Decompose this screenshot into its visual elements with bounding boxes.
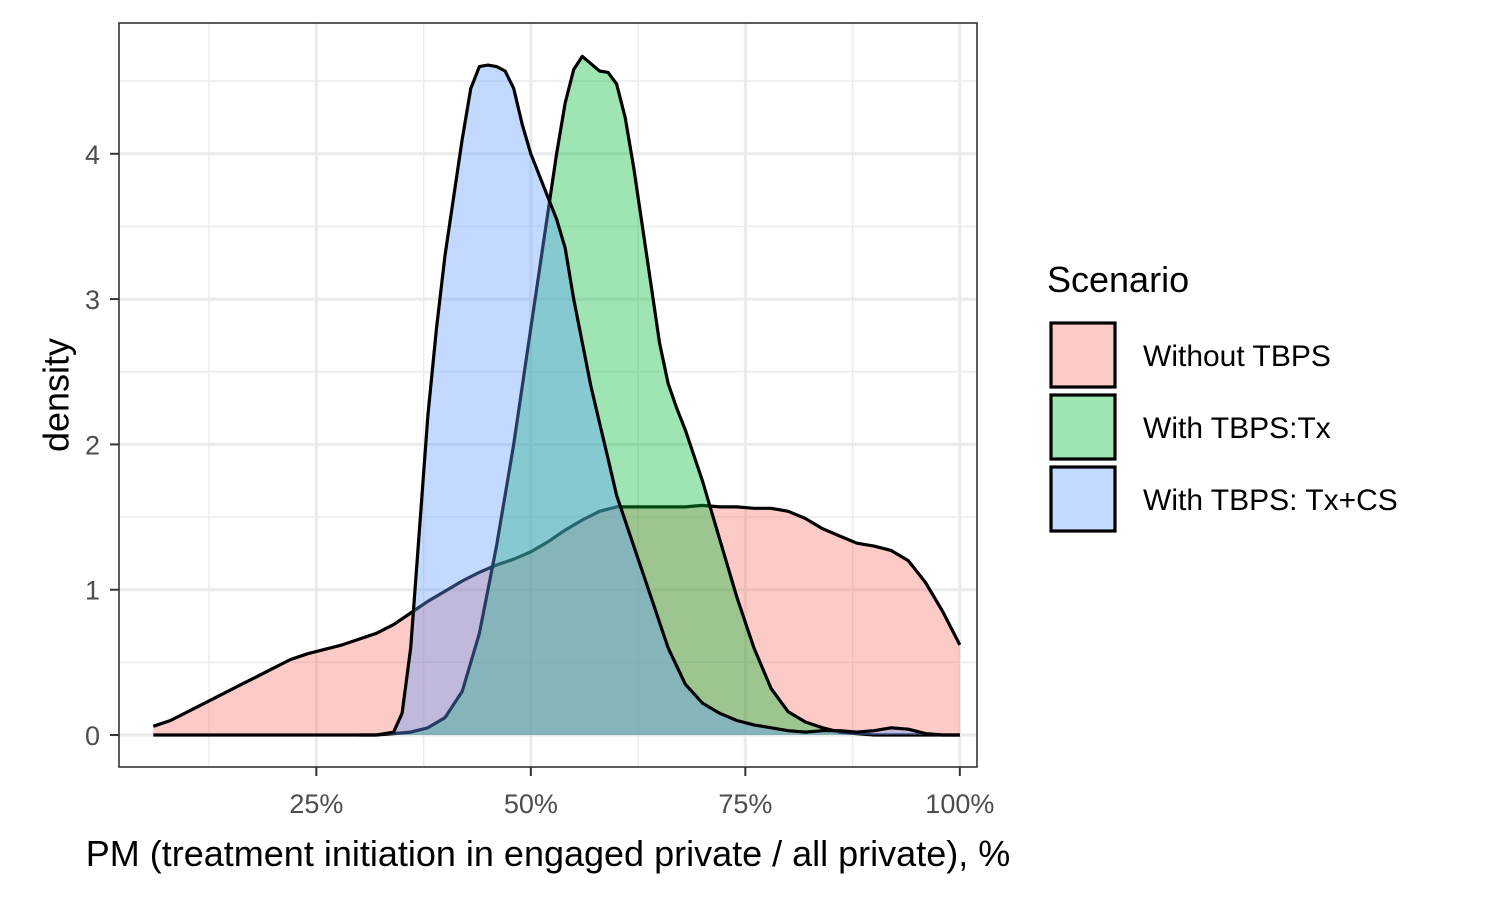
y-tick-label: 0	[85, 721, 100, 751]
y-axis-title: density	[36, 338, 77, 452]
density-areas	[152, 54, 962, 737]
panel-background	[119, 23, 977, 767]
legend-label: Without TBPS	[1143, 340, 1331, 373]
x-tick-label: 50%	[504, 789, 558, 819]
legend-label: With TBPS:Tx	[1143, 412, 1331, 445]
legend-key-bg	[1051, 395, 1115, 459]
y-tick-label: 1	[85, 576, 100, 606]
density-line-1	[152, 503, 962, 728]
x-tick-label: 75%	[718, 789, 772, 819]
density-area-1	[153, 505, 960, 735]
y-tick-label: 4	[85, 140, 100, 170]
x-axis: 25% 50% 75% 100%	[289, 767, 994, 819]
y-tick-label: 3	[85, 285, 100, 315]
x-tick-label: 100%	[925, 789, 994, 819]
legend-label: With TBPS: Tx+CS	[1143, 484, 1398, 517]
legend-key	[1049, 465, 1117, 533]
y-axis: 0 1 2 3 4	[85, 140, 119, 751]
x-tick-label: 25%	[289, 789, 343, 819]
y-tick-label: 2	[85, 430, 100, 460]
legend-title: Scenario	[1047, 259, 1189, 300]
legend: Scenario Without TBPS With TBPS:Tx With TB…	[1047, 259, 1398, 533]
legend-key-bg	[1051, 323, 1115, 387]
grid-lines	[119, 23, 977, 767]
density-area-2	[359, 56, 960, 735]
x-axis-title: PM (treatment initiation in engaged priv…	[86, 833, 1010, 874]
legend-key	[1049, 393, 1117, 461]
density-area-3	[153, 65, 960, 736]
density-line-3	[153, 63, 960, 737]
legend-key-bg	[1051, 467, 1115, 531]
legend-key	[1049, 321, 1117, 389]
panel-border	[118, 22, 978, 768]
